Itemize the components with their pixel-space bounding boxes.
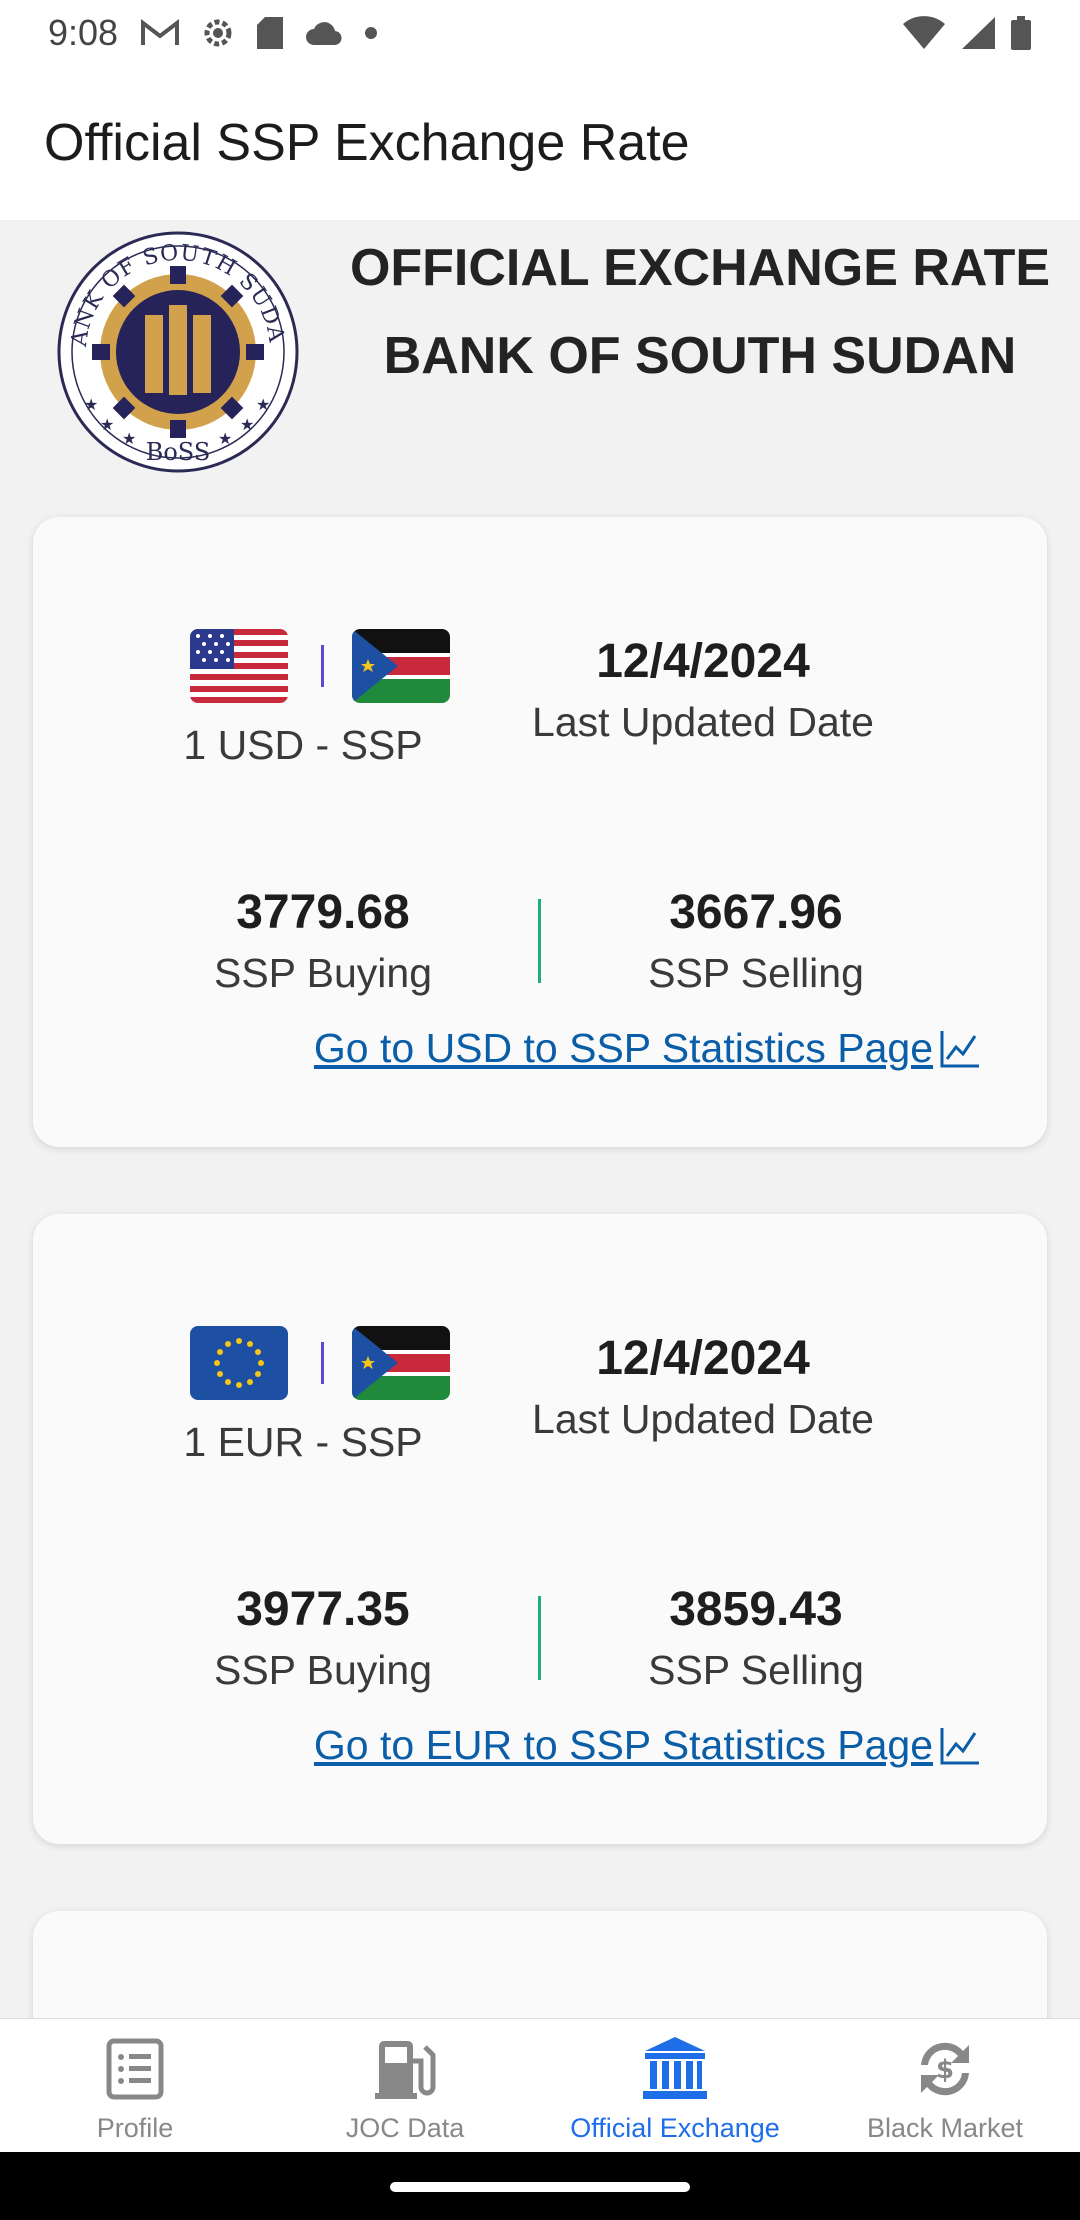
currency-pair-label: 1 USD - SSP xyxy=(183,722,423,768)
svg-text:$: $ xyxy=(936,2055,954,2085)
statistics-link-text: Go to USD to SSP Statistics Page xyxy=(313,1025,933,1071)
nav-item-joc-data[interactable]: JOC Data xyxy=(270,2019,540,2152)
status-time: 9:08 xyxy=(48,12,119,53)
south-sudan-flag-icon xyxy=(352,1326,450,1400)
buying-rate-value: 3977.35 xyxy=(236,1583,410,1636)
sd-card-icon xyxy=(257,17,284,49)
selling-rate-value: 3859.43 xyxy=(669,1583,843,1636)
rate-divider xyxy=(538,1596,541,1680)
flag-divider xyxy=(321,1342,324,1384)
usd-rate-card: 1 USD - SSP 12/4/2024 Last Updated Date … xyxy=(33,517,1047,1147)
cloud-icon xyxy=(306,22,342,46)
svg-text:★: ★ xyxy=(100,415,114,434)
buying-rate-label: SSP Buying xyxy=(213,1647,433,1693)
selling-rate-label: SSP Selling xyxy=(648,950,864,996)
svg-text:★: ★ xyxy=(122,429,136,448)
nav-item-black-market[interactable]: $ Black Market xyxy=(810,2019,1080,2152)
bottom-navigation: Profile JOC Data Official Exchange $ Bla… xyxy=(0,2018,1080,2152)
seal-bottom-text: BoSS xyxy=(146,438,211,466)
nav-label: Black Market xyxy=(866,2113,1024,2143)
selling-rate-value: 3667.96 xyxy=(669,886,843,939)
us-flag-icon xyxy=(190,629,288,703)
header-title-line2: BANK OF SOUTH SUDAN xyxy=(383,327,1017,385)
svg-text:★: ★ xyxy=(256,395,270,414)
eu-flag-icon xyxy=(190,1326,288,1400)
statistics-link-text: Go to EUR to SSP Statistics Page xyxy=(313,1722,933,1768)
rate-divider xyxy=(538,899,541,983)
currency-flags xyxy=(190,629,460,705)
svg-text:★: ★ xyxy=(240,415,254,434)
svg-text:★: ★ xyxy=(84,395,98,414)
svg-text:★: ★ xyxy=(218,429,232,448)
nav-label: JOC Data xyxy=(345,2113,465,2143)
last-updated-label: Last Updated Date xyxy=(532,1396,874,1442)
flag-divider xyxy=(321,645,324,687)
signal-icon xyxy=(962,17,995,49)
status-bar: 9:08 xyxy=(0,0,1080,66)
line-chart-icon xyxy=(940,1727,979,1764)
status-icons-right xyxy=(902,16,1032,50)
list-icon xyxy=(106,2038,164,2100)
page-title: Official SSP Exchange Rate xyxy=(44,114,690,172)
last-updated-date: 12/4/2024 xyxy=(596,1332,810,1385)
nav-item-official-exchange[interactable]: Official Exchange xyxy=(540,2019,810,2152)
nav-label: Official Exchange xyxy=(570,2113,780,2143)
settings-icon xyxy=(204,19,232,47)
status-icons-left xyxy=(140,15,378,51)
last-updated-label: Last Updated Date xyxy=(532,699,874,745)
system-gesture-area xyxy=(0,2152,1080,2220)
wifi-icon xyxy=(903,16,945,49)
dot-icon xyxy=(365,27,378,39)
gmail-icon xyxy=(141,18,180,45)
eur-statistics-link[interactable]: Go to EUR to SSP Statistics Page xyxy=(314,1722,981,1769)
selling-rate-label: SSP Selling xyxy=(648,1647,864,1693)
bank-seal-logo: BANK OF SOUTH SUDAN BoSS ★★★ ★★★ xyxy=(56,230,299,473)
line-chart-icon xyxy=(940,1030,979,1067)
nav-item-profile[interactable]: Profile xyxy=(0,2019,270,2152)
bank-icon xyxy=(643,2037,707,2099)
buying-rate-value: 3779.68 xyxy=(236,886,410,939)
battery-icon xyxy=(1011,16,1031,50)
currency-flags xyxy=(190,1326,460,1402)
currency-exchange-icon: $ xyxy=(921,2042,969,2096)
header-title-line1: OFFICIAL EXCHANGE RATE xyxy=(349,239,1051,297)
app-bar: Official SSP Exchange Rate xyxy=(0,66,1080,220)
south-sudan-flag-icon xyxy=(352,629,450,703)
buying-rate-label: SSP Buying xyxy=(213,950,433,996)
fuel-pump-icon xyxy=(375,2041,436,2099)
nav-label: Profile xyxy=(96,2113,174,2143)
last-updated-date: 12/4/2024 xyxy=(596,635,810,688)
eur-rate-card: 1 EUR - SSP 12/4/2024 Last Updated Date … xyxy=(33,1214,1047,1844)
home-gesture-handle[interactable] xyxy=(390,2182,690,2192)
currency-pair-label: 1 EUR - SSP xyxy=(183,1419,423,1465)
bank-header: BANK OF SOUTH SUDAN BoSS ★★★ ★★★ OFFICIA… xyxy=(0,220,1080,510)
usd-statistics-link[interactable]: Go to USD to SSP Statistics Page xyxy=(314,1025,981,1072)
